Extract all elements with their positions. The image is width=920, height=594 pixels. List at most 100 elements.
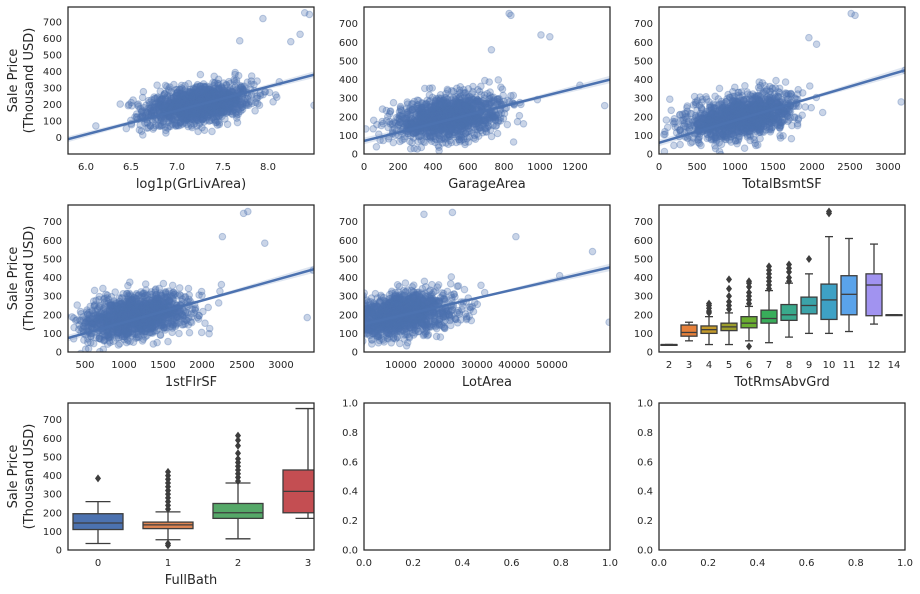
y-tick-label: 400 — [43, 67, 62, 78]
x-tick-label: 3000 — [875, 162, 900, 173]
scatter-point — [139, 87, 148, 96]
scatter-point — [207, 88, 215, 97]
scatter-point — [179, 120, 187, 128]
scatter-point — [211, 84, 219, 93]
scatter-point — [504, 96, 512, 105]
plot-area — [68, 207, 314, 352]
scatter-point — [425, 126, 433, 135]
scatter-point — [373, 120, 381, 129]
scatter-point — [178, 110, 186, 118]
scatter-point — [176, 111, 184, 120]
scatter-point — [191, 83, 200, 92]
scatter-point — [227, 103, 235, 112]
scatter-point — [134, 100, 143, 108]
scatter-point — [202, 85, 211, 94]
scatter-point — [235, 37, 244, 45]
scatter-point — [220, 107, 228, 116]
scatter-point — [180, 96, 189, 104]
scatter-point — [209, 110, 217, 118]
scatter-point — [214, 102, 223, 110]
scatter-point — [184, 97, 193, 106]
scatter-point — [219, 101, 227, 109]
scatter-point — [499, 91, 508, 100]
scatter-point — [236, 85, 244, 93]
scatter-point — [519, 120, 528, 128]
scatter-point — [765, 96, 774, 104]
scatter-point — [154, 106, 163, 114]
scatter-point — [474, 123, 483, 131]
scatter-point — [199, 92, 207, 100]
scatter-point — [199, 106, 208, 114]
scatter-point — [456, 92, 465, 101]
scatter-point — [144, 96, 153, 105]
scatter-point — [225, 104, 233, 112]
scatter-point — [442, 126, 450, 134]
scatter-point — [431, 100, 440, 109]
scatter-point — [228, 100, 237, 108]
scatter-point — [143, 124, 151, 132]
scatter-point — [188, 88, 197, 97]
scatter-point — [181, 98, 190, 107]
scatter-point — [189, 92, 198, 100]
scatter-point — [182, 112, 190, 121]
scatter-point — [173, 99, 181, 107]
scatter-point — [231, 83, 240, 91]
scatter-point — [186, 108, 195, 117]
scatter-point — [219, 104, 227, 113]
scatter-point — [186, 94, 194, 103]
scatter-point — [230, 77, 239, 86]
scatter-point — [193, 115, 201, 124]
scatter-point — [234, 97, 242, 105]
scatter-point — [494, 76, 503, 84]
scatter-point — [208, 103, 216, 111]
scatter-point — [200, 105, 209, 113]
scatter-point — [165, 86, 174, 95]
scatter-point — [204, 112, 212, 120]
y-tick-label: 100 — [634, 131, 653, 142]
scatter-point — [171, 98, 180, 107]
scatter-point — [180, 91, 188, 99]
scatter-point — [756, 125, 765, 133]
scatter-point — [229, 105, 238, 114]
scatter-point — [793, 121, 802, 130]
scatter-point — [176, 100, 185, 109]
scatter-point — [196, 94, 205, 102]
scatter-point — [226, 102, 235, 111]
scatter-point — [210, 108, 218, 117]
scatter-point — [167, 98, 176, 107]
scatter-point — [186, 109, 194, 118]
scatter-point — [199, 109, 207, 117]
y-tick-label: 200 — [43, 100, 62, 111]
scatter-point — [197, 93, 205, 102]
scatter-point — [414, 96, 423, 105]
scatter-point — [207, 110, 215, 118]
scatter-point — [155, 101, 164, 110]
scatter-point — [196, 107, 204, 115]
scatter-point — [206, 106, 215, 115]
scatter-point — [695, 139, 704, 148]
x-axis-label: TotalBsmtSF — [741, 177, 822, 192]
scatter-point — [190, 113, 198, 121]
scatter-point — [232, 96, 241, 104]
scatter-point — [435, 109, 443, 118]
scatter-point — [169, 93, 178, 102]
scatter-point — [149, 125, 157, 133]
scatter-point — [184, 96, 192, 104]
scatter-point — [211, 101, 220, 110]
scatter-point — [230, 76, 238, 84]
scatter-point — [242, 99, 251, 107]
scatter-point — [193, 87, 201, 96]
scatter-point — [448, 124, 457, 133]
scatter-point — [199, 105, 208, 114]
scatter-point — [181, 95, 189, 104]
scatter-point — [177, 81, 186, 90]
scatter-point — [125, 100, 133, 109]
scatter-point — [205, 108, 213, 116]
scatter-point — [176, 89, 184, 97]
scatter-point — [211, 78, 219, 87]
scatter-point — [219, 100, 228, 109]
scatter-point — [162, 103, 171, 111]
scatter-point — [243, 101, 251, 110]
scatter-point — [136, 104, 144, 113]
